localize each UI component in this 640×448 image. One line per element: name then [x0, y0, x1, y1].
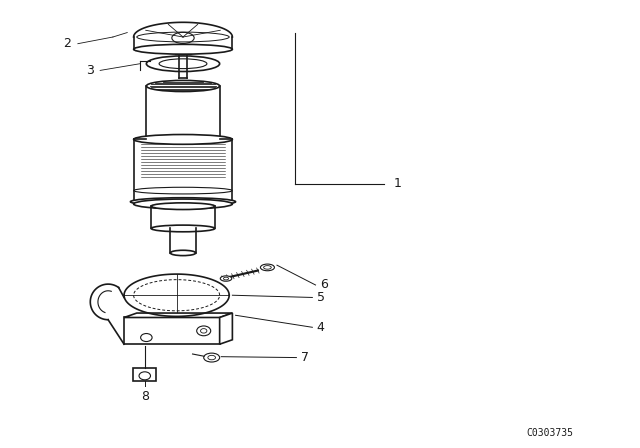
- Ellipse shape: [147, 56, 220, 72]
- Ellipse shape: [159, 59, 207, 69]
- Text: 6: 6: [320, 278, 328, 291]
- Text: 7: 7: [301, 351, 309, 364]
- Ellipse shape: [134, 199, 232, 209]
- Ellipse shape: [151, 225, 215, 232]
- Text: 4: 4: [317, 321, 324, 334]
- Ellipse shape: [131, 198, 236, 206]
- Text: 8: 8: [141, 390, 148, 403]
- Ellipse shape: [260, 264, 275, 271]
- Bar: [124, 318, 220, 344]
- Text: 1: 1: [394, 177, 401, 190]
- Ellipse shape: [220, 276, 232, 281]
- Polygon shape: [220, 313, 232, 344]
- Ellipse shape: [134, 187, 232, 194]
- Polygon shape: [124, 313, 232, 318]
- Text: 5: 5: [317, 291, 325, 304]
- Text: C0303735: C0303735: [526, 428, 573, 438]
- Bar: [133, 368, 156, 381]
- Ellipse shape: [204, 353, 220, 362]
- Ellipse shape: [134, 134, 232, 144]
- Ellipse shape: [151, 203, 215, 210]
- Text: 3: 3: [86, 64, 94, 77]
- Ellipse shape: [172, 32, 194, 43]
- Ellipse shape: [134, 44, 232, 54]
- Ellipse shape: [170, 250, 196, 256]
- Ellipse shape: [147, 80, 220, 91]
- Text: 2: 2: [63, 37, 72, 50]
